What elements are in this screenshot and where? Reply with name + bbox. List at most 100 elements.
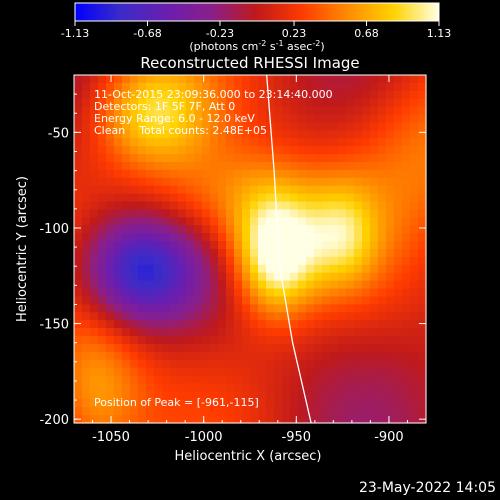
heatmap-cell	[378, 98, 387, 108]
heatmap-cell	[226, 185, 235, 195]
heatmap-cell	[226, 407, 235, 416]
heatmap-cell	[314, 328, 323, 337]
heatmap-cell	[178, 343, 187, 353]
heatmap-cell	[290, 264, 299, 274]
heatmap-cell	[242, 75, 251, 84]
heatmap-cell	[314, 249, 323, 258]
heatmap-cell	[74, 304, 83, 313]
heatmap-cell	[274, 351, 283, 361]
heatmap-cell	[90, 383, 99, 392]
heatmap-cell	[378, 106, 387, 116]
heatmap-cell	[378, 217, 387, 226]
heatmap-cell	[290, 154, 299, 163]
heatmap-cell	[346, 249, 355, 258]
heatmap-cell	[162, 162, 171, 171]
heatmap-cell	[154, 75, 163, 84]
heatmap-cell	[162, 130, 171, 139]
heatmap-cell	[122, 193, 131, 203]
heatmap-cell	[90, 272, 99, 282]
heatmap-cell	[346, 312, 355, 321]
heatmap-cell	[242, 375, 251, 385]
heatmap-cell	[402, 249, 411, 258]
heatmap-cell	[354, 343, 363, 353]
heatmap-cell	[418, 249, 427, 258]
heatmap-cell	[378, 343, 387, 353]
heatmap-cell	[154, 90, 163, 100]
heatmap-cell	[402, 241, 411, 250]
heatmap-cell	[226, 359, 235, 369]
heatmap-cell	[266, 304, 275, 313]
heatmap-cell	[370, 193, 379, 203]
heatmap-cell	[290, 272, 299, 282]
heatmap-cell	[218, 264, 227, 274]
heatmap-cell	[266, 280, 275, 290]
heatmap-cell	[122, 154, 131, 163]
heatmap-cell	[114, 391, 123, 400]
heatmap-cell	[114, 154, 123, 163]
heatmap-cell	[354, 217, 363, 226]
heatmap-cell	[306, 399, 315, 408]
heatmap-cell	[258, 106, 267, 116]
heatmap-cell	[306, 193, 315, 203]
heatmap-cell	[410, 225, 419, 234]
heatmap-cell	[130, 359, 139, 369]
heatmap-cell	[106, 122, 115, 131]
heatmap-cell	[226, 280, 235, 290]
heatmap-cell	[138, 241, 147, 250]
heatmap-cell	[258, 233, 267, 242]
heatmap-cell	[402, 75, 411, 84]
heatmap-cell	[378, 256, 387, 266]
heatmap-cell	[130, 399, 139, 408]
heatmap-cell	[138, 304, 147, 313]
heatmap-cell	[178, 256, 187, 266]
heatmap-cell	[258, 241, 267, 250]
heatmap-cell	[362, 320, 371, 329]
heatmap-cell	[322, 256, 331, 266]
heatmap-cell	[162, 359, 171, 369]
heatmap-cell	[226, 138, 235, 147]
heatmap-cell	[266, 217, 275, 226]
heatmap-cell	[162, 209, 171, 218]
heatmap-cell	[98, 154, 107, 163]
heatmap-cell	[290, 367, 299, 377]
heatmap-cell	[130, 304, 139, 313]
heatmap-cell	[386, 233, 395, 242]
heatmap-cell	[82, 383, 91, 392]
heatmap-cell	[402, 328, 411, 337]
heatmap-cell	[346, 343, 355, 353]
heatmap-cell	[250, 169, 259, 179]
heatmap-cell	[282, 90, 291, 100]
heatmap-cell	[226, 328, 235, 337]
heatmap-cell	[394, 122, 403, 131]
heatmap-cell	[258, 114, 267, 124]
heatmap-cell	[114, 264, 123, 274]
heatmap-cell	[122, 359, 131, 369]
heatmap-cell	[98, 256, 107, 266]
heatmap-cell	[258, 415, 267, 424]
heatmap-cell	[210, 233, 219, 242]
heatmap-cell	[346, 162, 355, 171]
heatmap-cell	[170, 146, 179, 155]
heatmap-cell	[90, 146, 99, 155]
heatmap-cell	[82, 249, 91, 258]
heatmap-cell	[322, 264, 331, 274]
heatmap-cell	[338, 399, 347, 408]
heatmap-cell	[114, 185, 123, 195]
heatmap-cell	[138, 264, 147, 274]
heatmap-cell	[122, 288, 131, 298]
heatmap-cell	[378, 225, 387, 234]
heatmap-cell	[330, 177, 339, 187]
heatmap-cell	[186, 415, 195, 424]
heatmap-cell	[338, 415, 347, 424]
heatmap-cell	[370, 138, 379, 147]
heatmap-cell	[250, 328, 259, 337]
heatmap-cell	[314, 296, 323, 305]
heatmap-cell	[410, 288, 419, 298]
heatmap-cell	[242, 351, 251, 361]
heatmap-cell	[298, 391, 307, 400]
heatmap-cell	[266, 288, 275, 298]
heatmap-cell	[298, 280, 307, 290]
heatmap-cell	[122, 328, 131, 337]
heatmap-cell	[378, 399, 387, 408]
info-time-range: 11-Oct-2015 23:09:36.000 to 23:14:40.000	[94, 88, 333, 101]
